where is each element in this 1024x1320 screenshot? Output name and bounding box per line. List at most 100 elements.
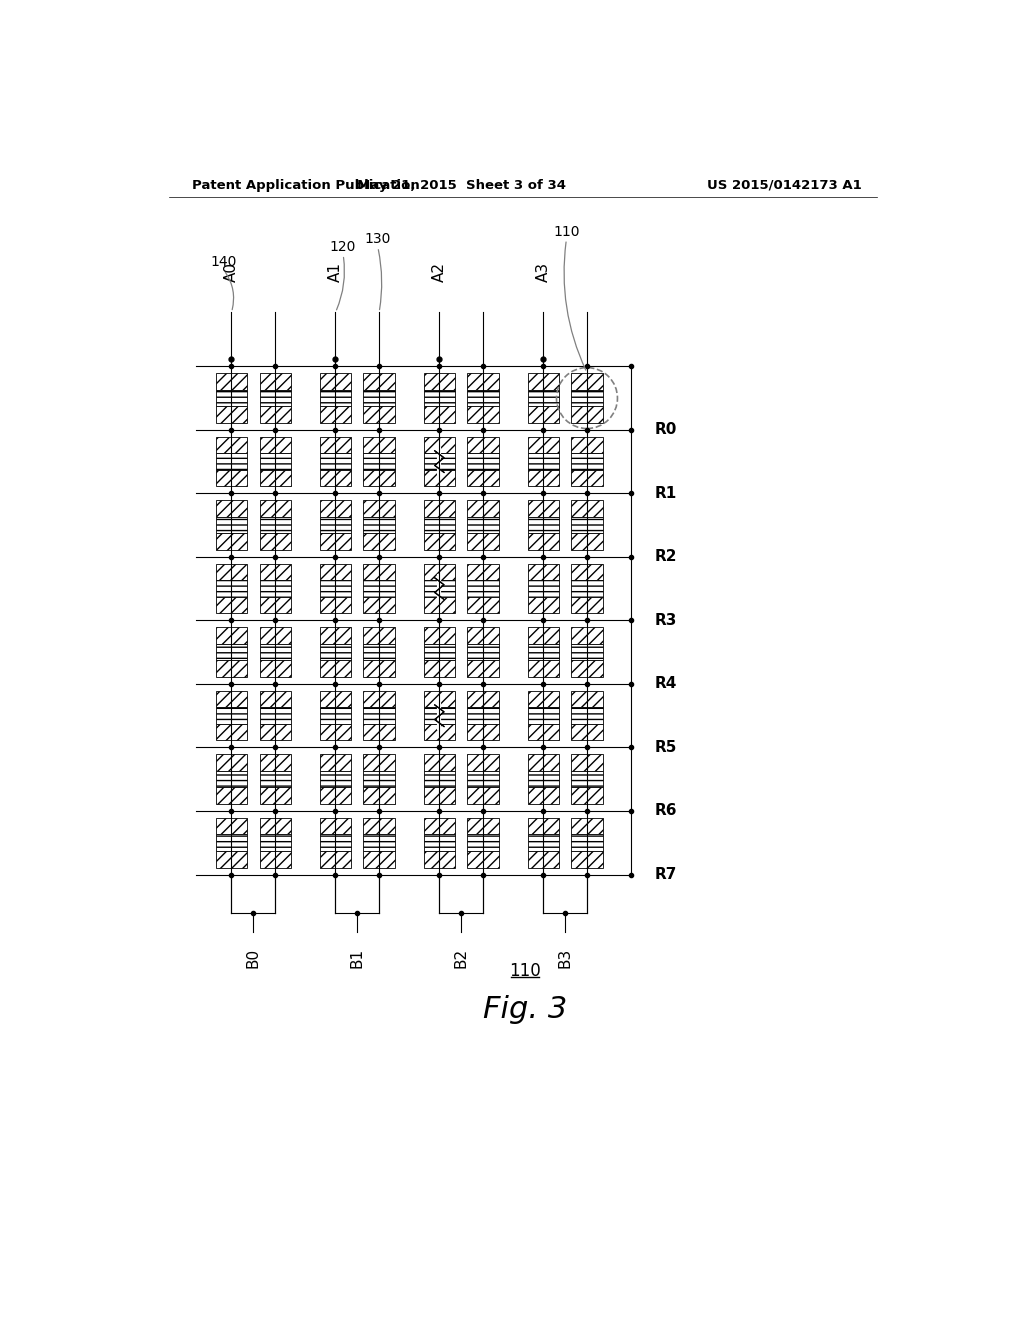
- Bar: [259, 771, 291, 788]
- Bar: [571, 708, 602, 723]
- Bar: [364, 407, 394, 422]
- Bar: [424, 771, 455, 788]
- Text: A2: A2: [432, 261, 446, 281]
- Bar: [527, 818, 559, 834]
- Bar: [364, 500, 394, 517]
- Bar: [319, 564, 351, 581]
- Bar: [216, 564, 247, 581]
- Bar: [319, 690, 351, 708]
- Bar: [571, 660, 602, 677]
- Bar: [424, 755, 455, 771]
- Text: 110: 110: [509, 962, 541, 979]
- Text: R0: R0: [654, 422, 677, 437]
- Bar: [467, 533, 499, 550]
- Bar: [259, 564, 291, 581]
- Bar: [571, 517, 602, 533]
- Bar: [467, 517, 499, 533]
- Bar: [319, 407, 351, 422]
- Bar: [527, 437, 559, 453]
- Bar: [216, 597, 247, 614]
- Bar: [424, 500, 455, 517]
- Text: 130: 130: [365, 232, 391, 247]
- Bar: [571, 453, 602, 470]
- Bar: [216, 818, 247, 834]
- Bar: [319, 627, 351, 644]
- Text: Patent Application Publication: Patent Application Publication: [193, 178, 420, 191]
- Bar: [424, 644, 455, 660]
- Bar: [424, 818, 455, 834]
- Bar: [364, 834, 394, 851]
- Bar: [424, 564, 455, 581]
- Bar: [467, 564, 499, 581]
- Text: B0: B0: [246, 948, 261, 968]
- Bar: [216, 470, 247, 486]
- Text: A3: A3: [536, 261, 551, 281]
- Bar: [259, 581, 291, 597]
- Bar: [259, 690, 291, 708]
- Bar: [571, 851, 602, 867]
- Bar: [319, 437, 351, 453]
- Bar: [527, 500, 559, 517]
- Bar: [259, 818, 291, 834]
- Bar: [364, 771, 394, 788]
- Bar: [364, 644, 394, 660]
- Bar: [527, 660, 559, 677]
- Text: 120: 120: [330, 240, 356, 253]
- Bar: [527, 834, 559, 851]
- Bar: [527, 627, 559, 644]
- Bar: [216, 660, 247, 677]
- Bar: [527, 771, 559, 788]
- Bar: [571, 818, 602, 834]
- Bar: [216, 407, 247, 422]
- Bar: [571, 644, 602, 660]
- Bar: [571, 470, 602, 486]
- Bar: [259, 723, 291, 741]
- Text: R7: R7: [654, 867, 677, 882]
- Bar: [467, 660, 499, 677]
- Bar: [319, 533, 351, 550]
- Bar: [467, 788, 499, 804]
- Bar: [571, 771, 602, 788]
- Bar: [467, 407, 499, 422]
- Bar: [571, 581, 602, 597]
- Bar: [467, 851, 499, 867]
- Bar: [424, 581, 455, 597]
- Bar: [216, 627, 247, 644]
- Bar: [364, 374, 394, 389]
- Bar: [527, 389, 559, 407]
- Bar: [319, 723, 351, 741]
- Bar: [259, 834, 291, 851]
- Bar: [319, 517, 351, 533]
- Bar: [319, 389, 351, 407]
- Bar: [527, 407, 559, 422]
- Bar: [527, 788, 559, 804]
- Bar: [259, 708, 291, 723]
- Bar: [216, 723, 247, 741]
- Bar: [259, 851, 291, 867]
- Text: 140: 140: [211, 255, 237, 269]
- Bar: [467, 834, 499, 851]
- Bar: [364, 533, 394, 550]
- Bar: [364, 660, 394, 677]
- Text: R3: R3: [654, 612, 677, 628]
- Bar: [467, 627, 499, 644]
- Bar: [259, 453, 291, 470]
- Text: R1: R1: [654, 486, 677, 500]
- Bar: [424, 723, 455, 741]
- Bar: [216, 708, 247, 723]
- Bar: [527, 723, 559, 741]
- Text: B2: B2: [454, 948, 469, 968]
- Bar: [216, 374, 247, 389]
- Bar: [467, 453, 499, 470]
- Bar: [259, 470, 291, 486]
- Bar: [364, 627, 394, 644]
- Text: 110: 110: [553, 224, 580, 239]
- Bar: [571, 389, 602, 407]
- Bar: [216, 533, 247, 550]
- Bar: [364, 597, 394, 614]
- Bar: [467, 581, 499, 597]
- Bar: [364, 581, 394, 597]
- Bar: [216, 389, 247, 407]
- Bar: [527, 755, 559, 771]
- Bar: [259, 389, 291, 407]
